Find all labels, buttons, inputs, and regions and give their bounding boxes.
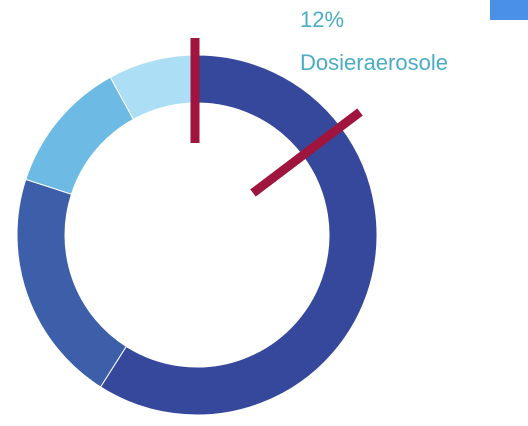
slice-category-label: Dosieraerosole xyxy=(300,50,448,75)
annotation-line xyxy=(250,108,363,197)
donut xyxy=(16,54,378,416)
donut-slice xyxy=(99,54,378,416)
legend-swatch xyxy=(490,0,528,20)
slice-value-label: 12% xyxy=(300,7,344,32)
donut-slice xyxy=(16,178,127,388)
donut-slice xyxy=(25,76,135,195)
